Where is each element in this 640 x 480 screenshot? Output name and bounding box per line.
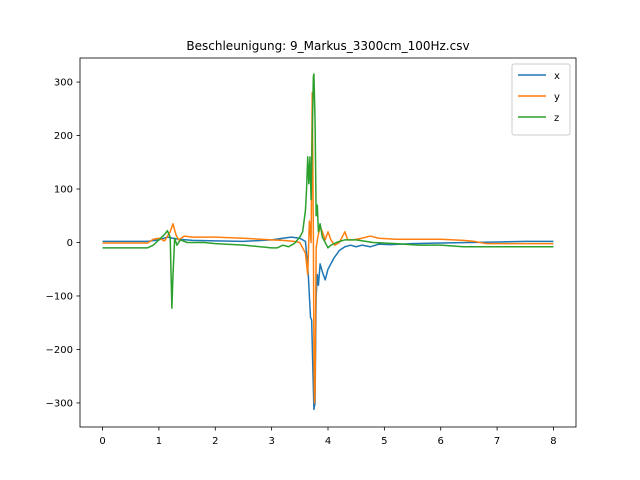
x-tick-label: 4 <box>325 436 331 447</box>
y-tick-label: −100 <box>46 291 73 302</box>
x-tick-label: 8 <box>550 436 556 447</box>
series-line-y <box>102 92 554 404</box>
y-tick-label: −300 <box>46 398 73 409</box>
series-layer <box>102 73 554 411</box>
x-tick-label: 6 <box>438 436 444 447</box>
series-line-x <box>102 236 554 411</box>
y-tick-label: 0 <box>67 238 73 249</box>
y-tick-label: −200 <box>46 345 73 356</box>
legend-label-x: x <box>554 71 560 82</box>
x-tick-label: 3 <box>268 436 274 447</box>
x-tick-label: 2 <box>212 436 218 447</box>
legend: xyz <box>511 63 571 136</box>
x-axis: 0 1 2 3 4 5 6 7 8 <box>99 427 557 447</box>
x-tick-label: 7 <box>494 436 500 447</box>
x-tick-label: 0 <box>99 436 105 447</box>
x-tick-label: 1 <box>156 436 162 447</box>
y-tick-label: 100 <box>54 185 73 196</box>
legend-label-y: y <box>554 92 560 103</box>
x-tick-label: 5 <box>381 436 387 447</box>
y-tick-label: 300 <box>54 78 73 89</box>
series-line-z <box>102 73 554 310</box>
legend-label-z: z <box>554 113 559 124</box>
y-axis: −300 −200 −100 0 100 200 300 <box>46 78 80 409</box>
chart-title: Beschleunigung: 9_Markus_3300cm_100Hz.cs… <box>186 39 469 53</box>
y-tick-label: 200 <box>54 131 73 142</box>
